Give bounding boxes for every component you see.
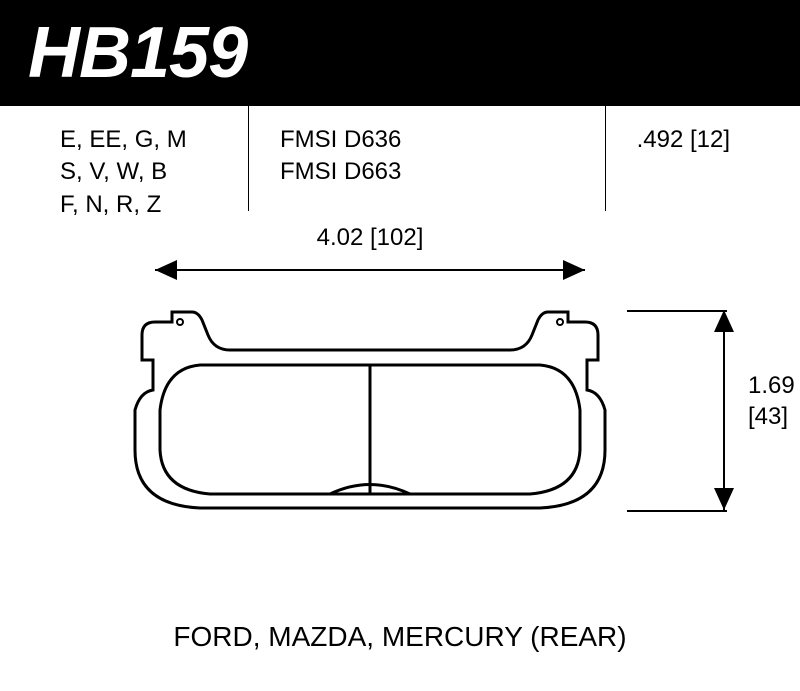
thickness-column: .492 [12] bbox=[460, 124, 770, 221]
fmsi-line: FMSI D663 bbox=[280, 156, 430, 188]
height-mm: [43] bbox=[748, 403, 788, 430]
fmsi-column: FMSI D636 FMSI D663 bbox=[260, 124, 460, 221]
width-dimension: 4.02 [102] bbox=[155, 260, 585, 300]
divider-vertical bbox=[605, 106, 606, 211]
fmsi-line: FMSI D636 bbox=[280, 124, 430, 156]
compounds-line: S, V, W, B bbox=[60, 156, 230, 188]
thickness-value: .492 [12] bbox=[460, 124, 730, 156]
arrow-right-icon bbox=[563, 260, 585, 280]
height-in: 1.69 bbox=[748, 372, 795, 399]
compounds-line: F, N, R, Z bbox=[60, 189, 230, 221]
extension-line bbox=[627, 510, 727, 512]
spec-row: E, EE, G, M S, V, W, B F, N, R, Z FMSI D… bbox=[0, 106, 800, 221]
compounds-column: E, EE, G, M S, V, W, B F, N, R, Z bbox=[60, 124, 260, 221]
dimension-line bbox=[723, 310, 725, 510]
arrow-down-icon bbox=[714, 488, 734, 510]
width-dimension-arrow bbox=[155, 260, 585, 262]
rivet-hole bbox=[557, 319, 563, 325]
height-dimension-label: 1.69 [43] bbox=[748, 370, 795, 432]
rivet-hole bbox=[177, 319, 183, 325]
header-bar: HB159 bbox=[0, 0, 800, 106]
width-dimension-label: 4.02 [102] bbox=[317, 224, 424, 252]
drawing-area: 4.02 [102] 1.69 [43] bbox=[0, 260, 800, 610]
part-number: HB159 bbox=[28, 12, 247, 94]
height-dimension-arrow bbox=[714, 310, 716, 510]
divider-vertical bbox=[248, 106, 249, 211]
brake-pad-outline bbox=[100, 310, 640, 510]
compounds-line: E, EE, G, M bbox=[60, 124, 230, 156]
height-dimension: 1.69 [43] bbox=[700, 310, 740, 510]
applications-footer: FORD, MAZDA, MERCURY (REAR) bbox=[173, 621, 626, 653]
dimension-line bbox=[155, 269, 585, 271]
